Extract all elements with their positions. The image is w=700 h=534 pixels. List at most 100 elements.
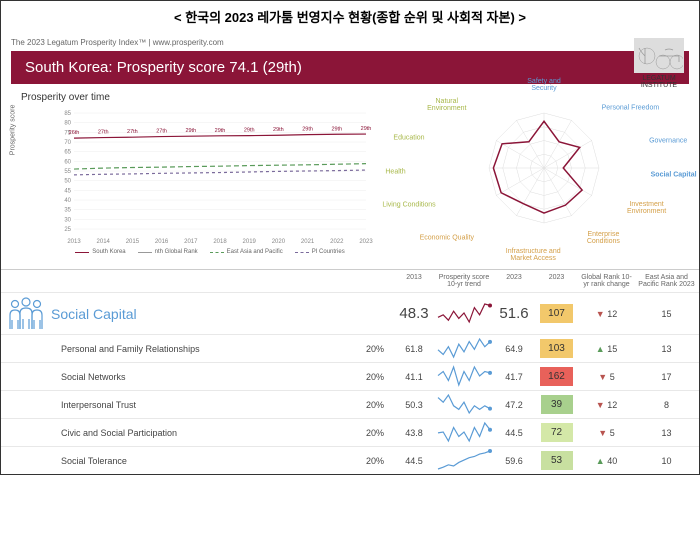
row-spark (434, 365, 494, 389)
row-score13: 50.3 (394, 400, 434, 410)
row-weight: 20% (356, 372, 394, 382)
arrow-down-icon: ▼ (596, 309, 605, 319)
svg-text:2021: 2021 (301, 239, 315, 245)
svg-text:2018: 2018 (213, 239, 227, 245)
svg-text:29th: 29th (244, 128, 255, 134)
hdr-2023: 2023 (494, 274, 534, 288)
sc-score13: 48.3 (394, 305, 434, 322)
arrow-down-icon: ▼ (598, 428, 607, 438)
row-name: Interpersonal Trust (61, 400, 356, 410)
svg-text:35: 35 (64, 208, 71, 214)
radar-label: Social Capital (644, 171, 700, 178)
table-header: 2013 Prosperity score 10-yr trend 2023 2… (1, 270, 699, 292)
svg-text:2019: 2019 (243, 239, 257, 245)
svg-text:40: 40 (64, 198, 71, 204)
row-weight: 20% (356, 344, 394, 354)
row-eap: 8 (634, 400, 699, 410)
radar-label: Governance (638, 138, 698, 145)
svg-text:26th: 26th (69, 130, 80, 136)
arrow-up-icon: ▲ (596, 344, 605, 354)
radar-label: Infrastructure and Market Access (503, 248, 563, 262)
table-row: Social Tolerance 20% 44.5 59.6 53 ▲ 40 1… (1, 446, 699, 474)
row-rank: 162 (534, 367, 579, 386)
svg-text:50: 50 (64, 179, 71, 185)
svg-text:27th: 27th (156, 129, 167, 135)
logo-text: LEGATUM INSTITUTE (629, 75, 689, 89)
hdr-rank: 2023 (534, 274, 579, 288)
radar-chart-svg (409, 88, 679, 248)
radar-label: Safety and Security (514, 78, 574, 92)
row-score23: 59.6 (494, 456, 534, 466)
row-rank: 103 (534, 339, 579, 358)
radar-label: Living Conditions (379, 201, 439, 208)
line-chart-svg: 2530354045505560657075808520132014201520… (21, 107, 399, 247)
svg-text:29th: 29th (215, 128, 226, 134)
row-name: Civic and Social Participation (61, 428, 356, 438)
row-score13: 61.8 (394, 344, 434, 354)
radar-label: Enterprise Conditions (573, 231, 633, 245)
row-score23: 47.2 (494, 400, 534, 410)
svg-text:2017: 2017 (184, 239, 198, 245)
row-weight: 20% (356, 400, 394, 410)
people-icon (1, 296, 51, 332)
score-banner: South Korea: Prosperity score 74.1 (29th… (11, 51, 689, 84)
social-capital-title: Social Capital (51, 306, 356, 322)
svg-text:70: 70 (64, 140, 71, 146)
row-spark (434, 337, 494, 361)
radar-label: Education (379, 135, 439, 142)
row-change: ▲ 40 (579, 456, 634, 466)
row-eap: 13 (634, 428, 699, 438)
svg-text:29th: 29th (302, 127, 313, 133)
sc-eap: 15 (634, 309, 699, 319)
svg-text:30: 30 (64, 217, 71, 223)
row-score23: 41.7 (494, 372, 534, 382)
row-score13: 43.8 (394, 428, 434, 438)
row-name: Social Networks (61, 372, 356, 382)
line-chart-area: Prosperity over time Prosperity score 25… (21, 88, 399, 255)
radar-label: Health (366, 168, 426, 175)
arrow-up-icon: ▲ (596, 456, 605, 466)
radar-area: Safety and SecurityPersonal FreedomGover… (409, 88, 679, 255)
svg-text:65: 65 (64, 150, 71, 156)
row-rank: 72 (534, 423, 579, 442)
radar-label: Economic Quality (417, 235, 477, 242)
svg-text:29th: 29th (185, 128, 196, 134)
svg-text:27th: 27th (127, 129, 138, 135)
row-score23: 44.5 (494, 428, 534, 438)
legatum-logo: LEGATUM INSTITUTE (629, 38, 689, 89)
sc-score23: 51.6 (494, 305, 534, 322)
row-eap: 17 (634, 372, 699, 382)
hdr-2013: 2013 (394, 274, 434, 288)
y-axis-label: Prosperity score (10, 105, 17, 156)
row-change: ▲ 15 (579, 344, 634, 354)
row-eap: 13 (634, 344, 699, 354)
row-rank: 53 (534, 451, 579, 470)
svg-text:80: 80 (64, 121, 71, 127)
sc-rank: 107 (534, 304, 579, 323)
row-weight: 20% (356, 456, 394, 466)
row-name: Social Tolerance (61, 456, 356, 466)
svg-text:60: 60 (64, 159, 71, 165)
top-section: The 2023 Legatum Prosperity Index™ | www… (1, 32, 699, 269)
row-rank: 39 (534, 395, 579, 414)
chart-legend: South Koreanth Global RankEast Asia and … (21, 249, 399, 255)
social-capital-table: 2013 Prosperity score 10-yr trend 2023 2… (1, 269, 699, 474)
social-capital-row: Social Capital 48.3 51.6 107 ▼ 12 15 (1, 292, 699, 334)
row-score13: 44.5 (394, 456, 434, 466)
svg-text:55: 55 (64, 169, 71, 175)
row-change: ▼ 5 (579, 428, 634, 438)
row-name: Personal and Family Relationships (61, 344, 356, 354)
svg-text:29th: 29th (331, 126, 342, 132)
arrow-down-icon: ▼ (598, 372, 607, 382)
arrow-down-icon: ▼ (596, 400, 605, 410)
svg-text:2014: 2014 (97, 239, 111, 245)
radar-label: Personal Freedom (600, 105, 660, 112)
index-header: The 2023 Legatum Prosperity Index™ | www… (11, 38, 689, 47)
svg-text:2020: 2020 (272, 239, 286, 245)
svg-text:2015: 2015 (126, 239, 140, 245)
table-row: Interpersonal Trust 20% 50.3 47.2 39 ▼ 1… (1, 390, 699, 418)
sc-sparkline (434, 302, 494, 326)
radar-label: Investment Environment (617, 201, 677, 215)
row-change: ▼ 12 (579, 400, 634, 410)
svg-text:27th: 27th (98, 130, 109, 136)
